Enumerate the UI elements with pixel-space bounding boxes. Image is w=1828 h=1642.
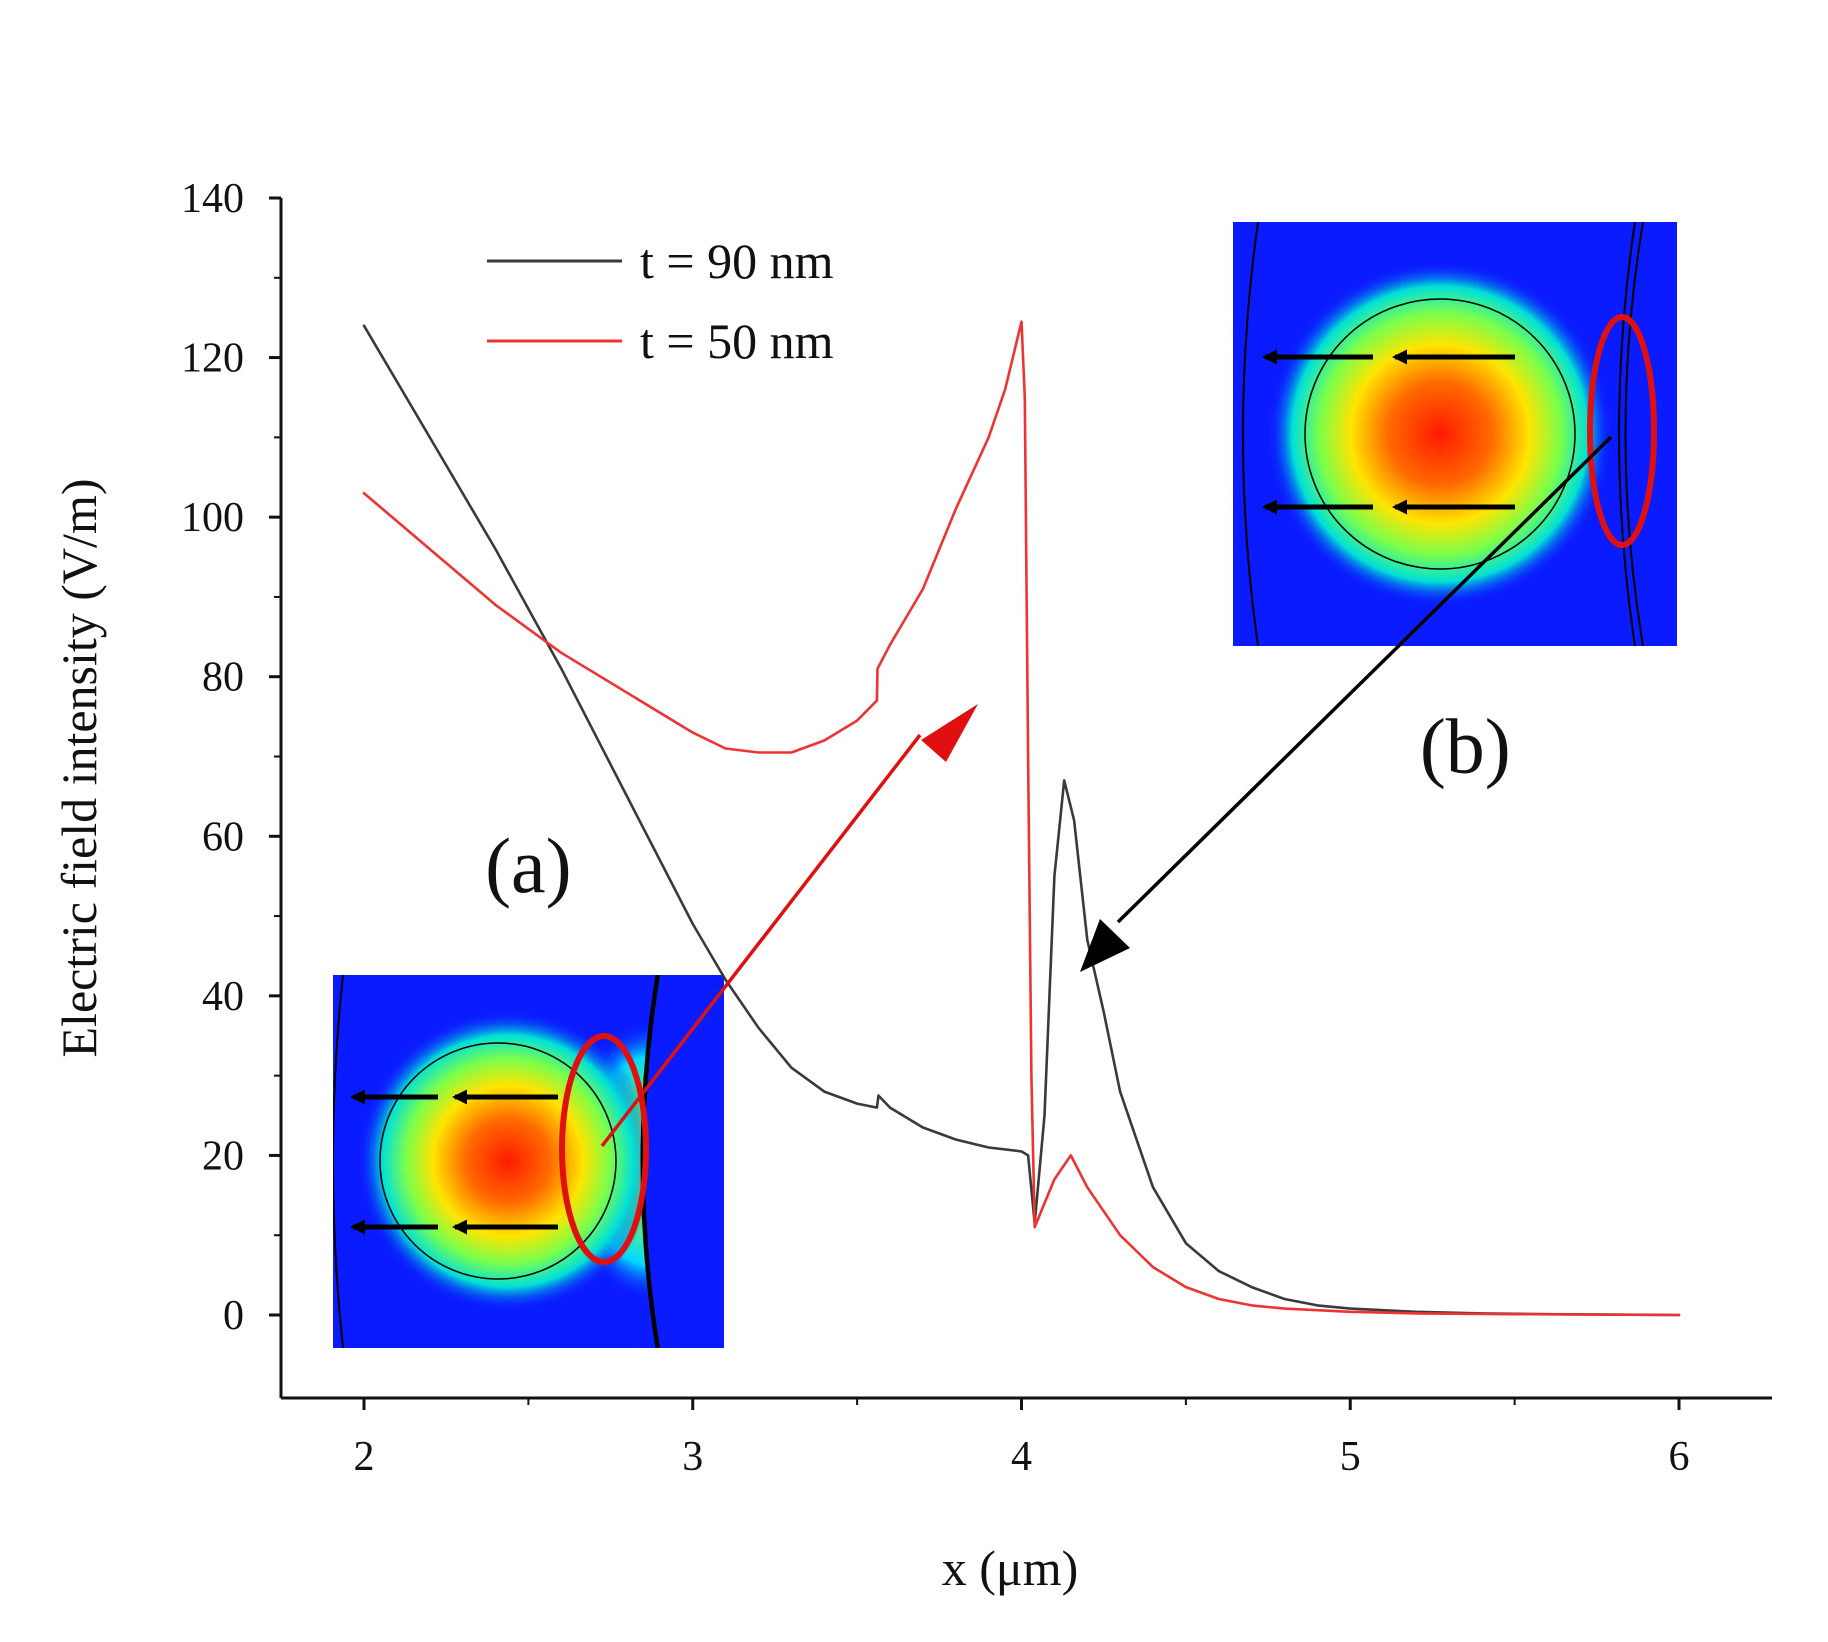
pointer-arrow-a xyxy=(600,733,922,1148)
legend: t = 90 nm t = 50 nm xyxy=(487,233,834,369)
series-layer xyxy=(362,320,1681,1317)
inset-a-right-region-edge xyxy=(643,975,724,1348)
panel-label: (b) xyxy=(1420,702,1511,789)
annotations: (a) (b) xyxy=(485,702,1511,909)
series-line-t90 xyxy=(362,324,1681,1317)
y-ticks: 0 20 40 60 80 100 120 140 xyxy=(181,176,281,1339)
y-tick-label: 40 xyxy=(202,974,244,1020)
y-tick-label: 20 xyxy=(202,1133,244,1179)
inset-b-field-spot xyxy=(1268,262,1612,606)
inset-b-right-boundary xyxy=(1624,222,1644,646)
x-axis-title: x (μm) xyxy=(942,1540,1079,1596)
inset-b-right-boundary-inner xyxy=(1618,222,1636,646)
x-tick-label: 3 xyxy=(682,1434,703,1480)
inset-a-particle-outline xyxy=(379,1042,617,1280)
inset-b-particle-outline xyxy=(1304,298,1576,570)
inset-a-field-map xyxy=(333,975,724,1348)
x-tick-label: 6 xyxy=(1669,1434,1690,1480)
panel-label: (a) xyxy=(485,822,572,909)
y-tick-label: 80 xyxy=(202,655,244,701)
y-tick-label: 0 xyxy=(223,1293,244,1339)
legend-label: t = 90 nm xyxy=(640,233,834,289)
inset-b-field-map xyxy=(1233,222,1677,646)
inset-b-left-boundary xyxy=(1242,222,1259,646)
pointer-arrows xyxy=(600,435,1613,1148)
pointer-arrow-b xyxy=(1116,435,1613,924)
pointer-arrow-b-head xyxy=(1080,919,1130,972)
x-tick-label: 5 xyxy=(1340,1434,1361,1480)
legend-label: t = 50 nm xyxy=(640,313,834,369)
inset-a-highlight-ellipse xyxy=(559,1033,649,1265)
inset-b-highlight-ellipse xyxy=(1587,314,1657,548)
y-tick-label: 120 xyxy=(181,336,244,382)
inset-a-left-boundary xyxy=(333,975,344,1348)
y-tick-label: 140 xyxy=(181,176,244,222)
x-ticks: 2 3 4 5 6 xyxy=(354,1398,1690,1480)
pointer-arrow-a-head xyxy=(921,704,978,762)
x-tick-label: 2 xyxy=(354,1434,375,1480)
y-axis-title: Electric field intensity (V/m) xyxy=(51,479,107,1058)
axes xyxy=(279,198,1772,1400)
x-tick-label: 4 xyxy=(1011,1434,1032,1480)
y-tick-label: 60 xyxy=(202,814,244,860)
inset-a-field-spot xyxy=(358,1011,658,1311)
series-line-t50 xyxy=(362,320,1681,1317)
y-tick-label: 100 xyxy=(181,495,244,541)
